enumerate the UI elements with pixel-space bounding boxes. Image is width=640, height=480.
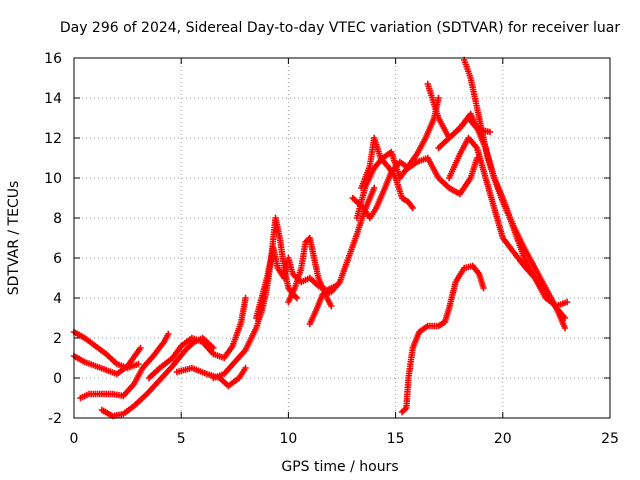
x-tick-label: 0	[70, 431, 79, 447]
data-point	[293, 294, 301, 302]
data-point	[561, 324, 569, 332]
y-tick-label: 4	[53, 291, 62, 307]
data-point	[165, 330, 172, 338]
x-tick-label: 15	[387, 431, 405, 447]
series-track-3	[77, 330, 172, 402]
series-track-13	[349, 154, 481, 222]
data-point	[480, 284, 487, 292]
x-tick-label: 20	[494, 431, 512, 447]
x-tick-label: 25	[601, 431, 619, 447]
y-tick-label: 0	[53, 371, 62, 387]
tick-layer: 0 5 10 15 20 25 -2 0 2 4 6 8 10 12 14 16	[44, 51, 619, 447]
series-layer	[70, 56, 571, 420]
plot-frame	[73, 57, 611, 419]
series-track-17	[446, 134, 569, 322]
chart-title: Day 296 of 2024, Sidereal Day-to-day VTE…	[60, 20, 621, 36]
x-axis-label: GPS time / hours	[281, 459, 398, 475]
series-track-10	[306, 184, 378, 328]
data-point	[409, 204, 416, 212]
y-tick-label: 16	[44, 51, 62, 67]
data-point	[242, 294, 249, 302]
data-point	[486, 128, 494, 136]
y-tick-label: 10	[44, 171, 62, 187]
data-point	[435, 94, 442, 102]
y-tick-label: 6	[53, 251, 62, 267]
series-track-5	[145, 294, 249, 382]
series-track-18	[398, 262, 487, 416]
y-tick-label: -2	[48, 411, 62, 427]
data-point	[563, 298, 571, 306]
data-point	[137, 344, 144, 352]
series-track-2	[70, 344, 144, 378]
series-track-12	[358, 134, 416, 212]
y-tick-label: 8	[53, 211, 62, 227]
series-track-1	[70, 328, 142, 372]
data-point	[328, 302, 335, 310]
data-point	[135, 360, 142, 368]
y-axis-label: SDTVAR / TECUs	[6, 181, 22, 296]
y-tick-label: 12	[44, 131, 62, 147]
x-tick-label: 5	[177, 431, 186, 447]
y-tick-label: 14	[44, 91, 62, 107]
data-point	[561, 314, 569, 322]
series-track-6	[173, 364, 249, 390]
y-tick-label: 2	[53, 331, 62, 347]
x-tick-label: 10	[279, 431, 297, 447]
data-point	[370, 184, 378, 192]
data-point	[242, 364, 249, 372]
grid-layer	[74, 58, 610, 418]
